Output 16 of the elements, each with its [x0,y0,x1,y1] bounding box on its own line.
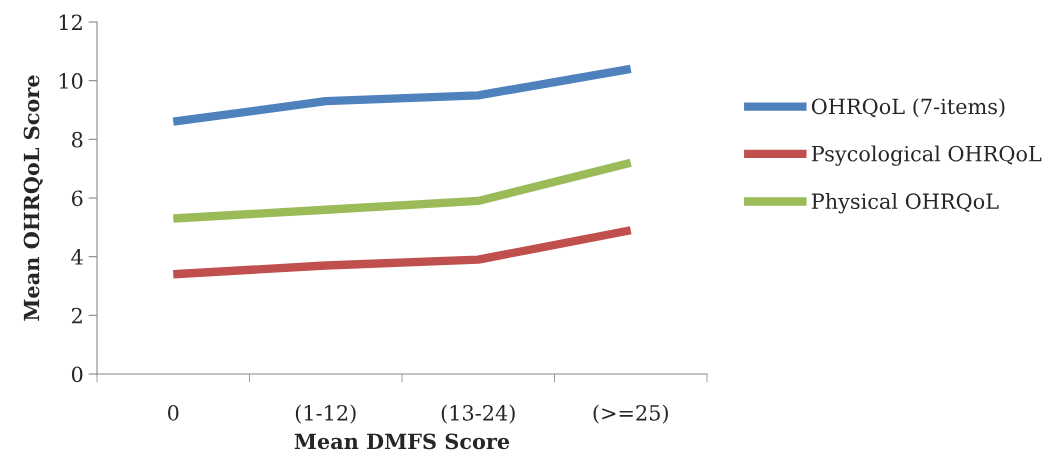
x-axis-title: Mean DMFS Score [294,433,510,450]
x-tick-label: (>=25) [593,404,668,424]
x-tick-label: (13-24) [441,404,515,424]
y-tick-label: 12 [59,14,82,30]
y-tick-label: 2 [71,307,82,324]
y-tick-label: 10 [59,73,83,89]
y-tick-label: 4 [71,249,83,265]
legend-label: Physical OHRQoL [811,192,999,214]
x-tick-label: 0 [168,404,179,421]
x-tick-label: (1-12) [295,404,356,424]
y-axis-title: Mean OHRQoL Score [23,75,43,321]
legend-label: Psycological OHRQoL [811,145,1042,166]
legend-label: OHRQoL (7-items) [811,98,1005,118]
y-tick-label: 8 [71,131,83,148]
y-tick-label: 0 [71,366,83,383]
y-tick-label: 6 [71,190,83,207]
